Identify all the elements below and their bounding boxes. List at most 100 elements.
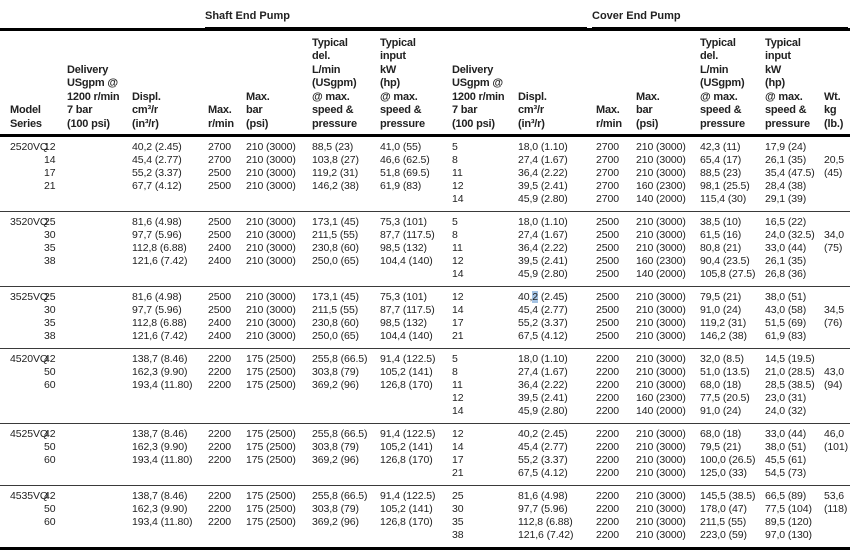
cover-end-pump-group-header: Cover End Pump	[592, 10, 848, 28]
table-cell-shaft-max-rpm: 2200	[208, 454, 231, 466]
model-block-4520VQ: 4520VQ 42 138,7 (8.46) 2200 175 (2500) 255,8 …	[0, 348, 850, 424]
table-cell-shaft-typical-delivery	[312, 392, 380, 405]
table-cell-cover-typical-input: 38,0 (51)	[765, 291, 807, 303]
table-cell-shaft-max-bar: 175 (2500)	[246, 379, 296, 391]
table-cell-shaft-max-bar: 210 (3000)	[246, 330, 296, 342]
table-cell-cover-typical-input: 66,5 (89)	[765, 490, 807, 502]
table-cell-cover-displacement: 40,2 (2.45)	[518, 428, 568, 440]
table-cell-shaft-displacement: 81,6 (4.98)	[132, 291, 182, 303]
table-cell-shaft-displacement: 162,3 (9.90)	[132, 503, 188, 515]
table-cell-shaft-typical-input	[380, 529, 452, 549]
column-header-shaft-typical-input: Typical input kW (hp) @ max. speed & pre…	[380, 36, 425, 130]
table-cell-cover-max-bar: 210 (3000)	[636, 503, 686, 515]
table-cell-weight	[824, 330, 850, 349]
table-cell-shaft-max-bar: 175 (2500)	[246, 353, 296, 365]
table-cell-cover-typical-delivery: 91,0 (24)	[700, 405, 742, 417]
table-cell-shaft-typical-delivery: 230,8 (60)	[312, 242, 359, 254]
table-cell-cover-displacement: 55,2 (3.37)	[518, 454, 568, 466]
table-cell-cover-max-rpm: 2200	[596, 392, 619, 404]
table-row: 30 97,7 (5.96) 2500 210 (3000) 211,5 (55) 87,…	[0, 304, 850, 317]
table-cell-cover-typical-input: 26,1 (35)	[765, 255, 807, 267]
table-cell-cover-typical-input: 33,0 (44)	[765, 242, 807, 254]
table-cell-shaft-typical-input: 105,2 (141)	[380, 441, 433, 453]
table-cell-shaft-delivery	[44, 392, 132, 405]
column-header-cover-typical-delivery: Typical del. L/min (USgpm) @ max. speed …	[700, 36, 745, 130]
table-cell-shaft-max-bar: 210 (3000)	[246, 255, 296, 267]
table-cell-shaft-max-rpm: 2700	[208, 154, 231, 166]
table-cell-cover-delivery: 17	[452, 317, 464, 329]
table-cell-cover-max-rpm: 2200	[596, 454, 619, 466]
table-cell-shaft-displacement: 121,6 (7.42)	[132, 330, 188, 342]
table-cell-cover-displacement: 18,0 (1.10)	[518, 216, 568, 228]
table-row: 4525VQ 42 138,7 (8.46) 2200 175 (2500) 255,8 …	[0, 424, 850, 442]
table-row: 35 112,8 (6.88) 2400 210 (3000) 230,8 (60) 98…	[0, 317, 850, 330]
table-cell-cover-typical-input: 61,9 (83)	[765, 330, 807, 342]
table-cell-shaft-typical-input	[380, 405, 452, 424]
table-cell-weight: (94)	[824, 379, 843, 391]
table-cell-shaft-displacement: 138,7 (8.46)	[132, 428, 188, 440]
table-cell-cover-max-bar: 210 (3000)	[636, 379, 686, 391]
table-cell-cover-displacement: 36,4 (2.22)	[518, 167, 568, 179]
table-cell-cover-delivery: 11	[452, 242, 463, 254]
table-cell-weight	[824, 454, 850, 467]
column-header-shaft-displacement: Displ. cm³/r (in³/r)	[132, 90, 161, 130]
table-cell-shaft-delivery: 42	[44, 428, 56, 440]
table-cell-model	[0, 405, 44, 424]
table-cell-shaft-typical-delivery	[312, 268, 380, 287]
table-cell-model	[0, 242, 44, 255]
table-cell-shaft-typical-input: 105,2 (141)	[380, 366, 433, 378]
table-row: 2520VQ 12 40,2 (2.45) 2700 210 (3000) 88,5 (2…	[0, 136, 850, 155]
table-cell-shaft-typical-delivery	[312, 467, 380, 486]
table-cell-cover-max-rpm: 2200	[596, 428, 619, 440]
table-cell-shaft-typical-delivery: 303,8 (79)	[312, 503, 359, 515]
table-cell-shaft-delivery: 21	[44, 180, 56, 192]
table-cell-shaft-displacement: 67,7 (4.12)	[132, 180, 182, 192]
table-cell-cover-max-rpm: 2500	[596, 229, 619, 241]
table-cell-cover-max-rpm: 2500	[596, 216, 619, 228]
column-header-shaft-typical-delivery: Typical del. L/min (USgpm) @ max. speed …	[312, 36, 357, 130]
table-cell-weight: 46,0	[824, 428, 845, 440]
table-cell-cover-max-bar: 210 (3000)	[636, 229, 686, 241]
table-cell-model: 2520VQ	[10, 141, 48, 153]
table-cell-shaft-delivery: 50	[44, 503, 56, 515]
table-cell-cover-max-rpm: 2500	[596, 268, 619, 280]
table-cell-shaft-max-rpm: 2500	[208, 229, 231, 241]
table-cell-cover-typical-delivery: 119,2 (31)	[700, 317, 747, 329]
table-cell-shaft-max-rpm: 2200	[208, 490, 231, 502]
table-cell-shaft-typical-input: 41,0 (55)	[380, 141, 422, 153]
table-cell-shaft-typical-delivery: 119,2 (31)	[312, 167, 359, 179]
pump-data-table: Model Series Delivery USgpm @ 1200 r/min …	[0, 31, 850, 550]
table-cell-shaft-delivery: 50	[44, 366, 56, 378]
table-cell-cover-delivery: 38	[452, 529, 464, 541]
table-cell-weight	[824, 405, 850, 424]
table-cell-cover-typical-input: 21,0 (28.5)	[765, 366, 815, 378]
table-cell-model	[0, 529, 44, 549]
column-header-shaft-delivery: Delivery USgpm @ 1200 r/min 7 bar (100 p…	[67, 63, 120, 130]
table-cell-shaft-typical-delivery: 255,8 (66.5)	[312, 490, 368, 502]
table-cell-shaft-max-rpm: 2400	[208, 330, 231, 342]
table-cell-shaft-max-bar: 175 (2500)	[246, 366, 296, 378]
table-cell-shaft-typical-input: 126,8 (170)	[380, 516, 433, 528]
table-cell-model	[0, 330, 44, 349]
table-cell-cover-max-bar: 210 (3000)	[636, 167, 686, 179]
table-cell-cover-typical-input: 43,0 (58)	[765, 304, 807, 316]
table-cell-shaft-typical-input	[380, 392, 452, 405]
table-cell-model	[0, 516, 44, 529]
column-header-weight: Wt. kg (lb.)	[824, 90, 844, 130]
table-cell-shaft-delivery: 42	[44, 490, 56, 502]
table-cell-weight: (76)	[824, 317, 843, 329]
table-cell-cover-delivery: 14	[452, 304, 464, 316]
table-cell-shaft-typical-delivery	[312, 405, 380, 424]
header-row: Model Series Delivery USgpm @ 1200 r/min …	[0, 31, 850, 136]
table-cell-weight	[824, 180, 850, 193]
table-cell-shaft-typical-input: 91,4 (122.5)	[380, 490, 436, 502]
table-cell-model	[0, 154, 44, 167]
table-row: 60 193,4 (11.80) 2200 175 (2500) 369,2 (96) 1…	[0, 516, 850, 529]
table-cell-cover-typical-delivery: 42,3 (11)	[700, 141, 741, 153]
column-header-cover-displacement: Displ. cm³/r (in³/r)	[518, 90, 547, 130]
table-cell-shaft-max-rpm: 2200	[208, 353, 231, 365]
table-row: 35 112,8 (6.88) 2400 210 (3000) 230,8 (60) 98…	[0, 242, 850, 255]
table-cell-shaft-displacement	[132, 529, 208, 549]
table-cell-shaft-typical-input: 98,5 (132)	[380, 242, 427, 254]
table-cell-cover-displacement: 40,2 (2.45)	[518, 291, 568, 303]
